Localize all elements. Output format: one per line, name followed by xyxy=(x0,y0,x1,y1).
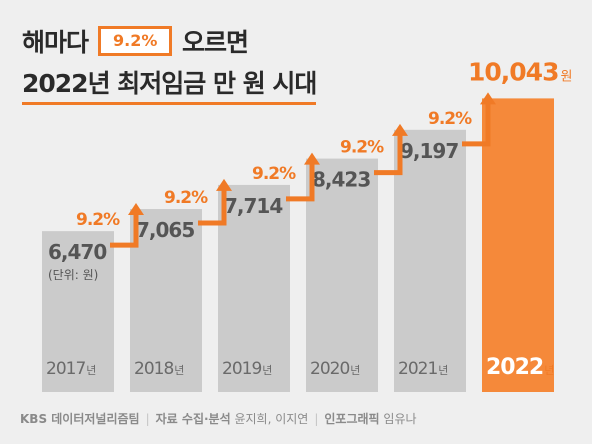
credit-separator: | xyxy=(314,412,319,426)
bar xyxy=(42,231,114,392)
year-label: 2020년 xyxy=(310,359,359,379)
year-label: 2018년 xyxy=(134,359,183,379)
growth-arrow xyxy=(286,162,315,202)
bar xyxy=(130,209,202,392)
title-line-1: 해마다 9.2% 오르면 xyxy=(22,24,316,58)
bar xyxy=(306,158,378,392)
year-suffix: 년 xyxy=(262,364,271,377)
growth-arrow xyxy=(198,188,227,226)
growth-arrowhead xyxy=(216,178,232,191)
growth-label: 9.2% xyxy=(428,109,472,129)
title-block: 해마다 9.2% 오르면 2022년 최저임금 만 원 시대 xyxy=(22,24,317,105)
year-label: 2019년 xyxy=(222,359,271,379)
growth-arrowhead xyxy=(392,123,408,136)
value-number: 10,043 xyxy=(468,57,558,86)
year-label: 2017년 xyxy=(46,359,95,379)
bar xyxy=(218,184,290,392)
year-number: 2022 xyxy=(486,355,543,380)
year-suffix: 년 xyxy=(350,364,359,377)
value-label: 6,470 xyxy=(48,240,106,264)
credit-org: KBS 데이터저널리즘팀 xyxy=(20,412,140,426)
value-label: 7,065 xyxy=(136,218,194,242)
value-label-highlight: 10,043 원 xyxy=(468,57,571,86)
title-prefix: 해마다 xyxy=(22,28,89,57)
year-suffix: 년 xyxy=(86,364,95,377)
title-suffix: 오르면 xyxy=(182,28,249,57)
credit-data-label: 자료 수집·분석 xyxy=(155,412,231,426)
growth-arrowhead xyxy=(304,152,320,165)
growth-arrowhead xyxy=(128,203,144,216)
year-label: 2021년 xyxy=(398,359,447,379)
credit-info-people: 임유나 xyxy=(383,412,417,426)
year-number: 2020 xyxy=(310,359,349,379)
credit-separator: | xyxy=(145,412,150,426)
year-number: 2019 xyxy=(222,359,261,379)
credits-footer: KBS 데이터저널리즘팀 | 자료 수집·분석 윤지희, 이지연 | 인포그래픽 임유나 xyxy=(20,410,417,427)
growth-arrow xyxy=(462,102,491,147)
bar xyxy=(394,129,466,392)
growth-label: 9.2% xyxy=(164,188,208,208)
year-number: 2021 xyxy=(398,359,437,379)
growth-arrow xyxy=(374,133,403,176)
growth-arrow xyxy=(110,213,139,248)
year-number: 2017 xyxy=(46,359,85,379)
value-unit: 원 xyxy=(560,69,571,84)
growth-label: 9.2% xyxy=(340,138,384,158)
title-line-2: 2022년 최저임금 만 원 시대 xyxy=(22,64,317,105)
value-label: 8,423 xyxy=(312,168,370,192)
year-suffix: 년 xyxy=(438,364,447,377)
growth-label: 9.2% xyxy=(76,210,120,230)
year-number: 2018 xyxy=(134,359,173,379)
year-label: 2022년 xyxy=(486,355,553,380)
year-suffix: 년 xyxy=(174,364,183,377)
credit-info-label: 인포그래픽 xyxy=(324,412,380,426)
growth-label: 9.2% xyxy=(252,164,296,184)
bar-highlight xyxy=(482,98,554,392)
growth-arrowhead xyxy=(480,92,496,105)
value-label: 7,714 xyxy=(224,194,282,218)
value-label: 9,197 xyxy=(400,139,458,163)
year-suffix: 년 xyxy=(544,364,553,377)
credit-data-people: 윤지희, 이지연 xyxy=(234,412,309,426)
unit-note: (단위: 원) xyxy=(48,268,98,282)
growth-rate-badge: 9.2% xyxy=(98,26,173,56)
